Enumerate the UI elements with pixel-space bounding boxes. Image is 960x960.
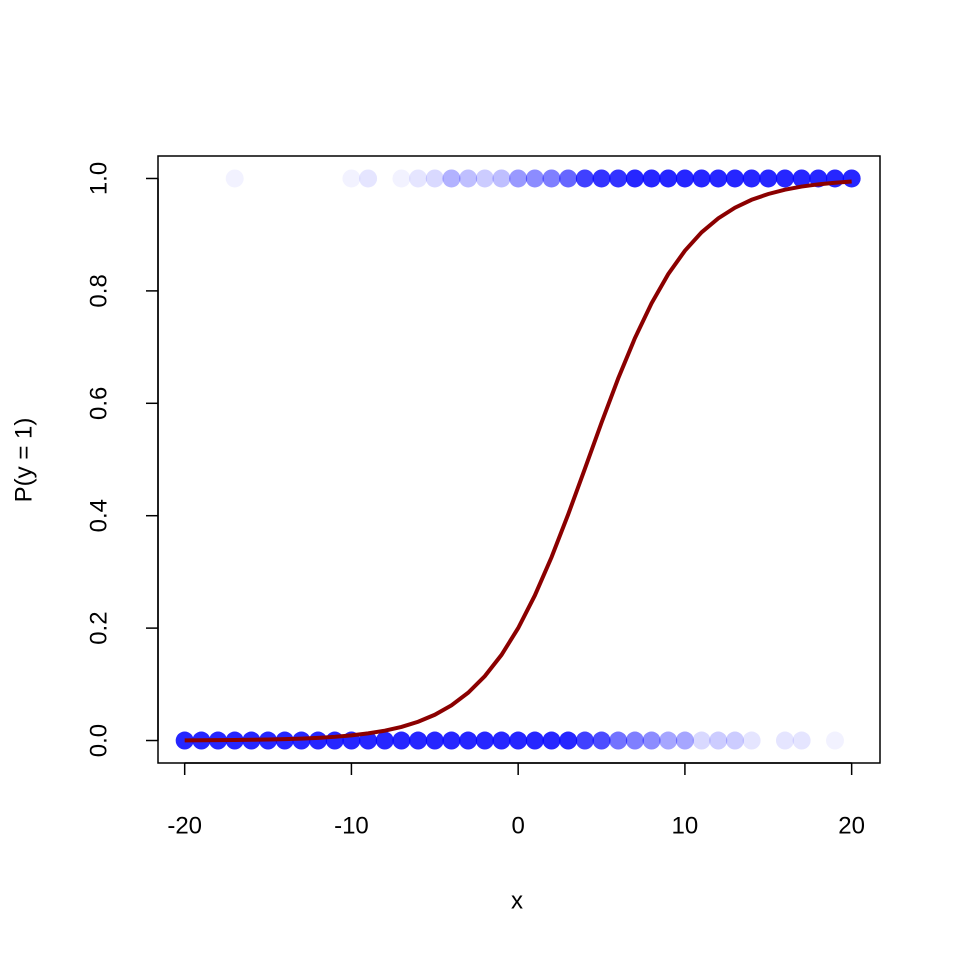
y-tick-label: 0.0 xyxy=(85,724,112,757)
point xyxy=(375,731,394,750)
point xyxy=(392,169,411,188)
point xyxy=(542,169,561,188)
point xyxy=(442,731,461,750)
point xyxy=(409,731,428,750)
point xyxy=(575,731,594,750)
point xyxy=(475,169,494,188)
point xyxy=(559,169,578,188)
point xyxy=(709,731,728,750)
x-axis-label: x xyxy=(511,887,523,914)
point xyxy=(425,731,444,750)
x-tick-label: 10 xyxy=(672,812,699,839)
plot-frame xyxy=(157,155,881,764)
point xyxy=(642,731,661,750)
y-tick-label: 1.0 xyxy=(85,162,112,195)
x-tick-label: 20 xyxy=(838,812,865,839)
point xyxy=(742,731,761,750)
point xyxy=(559,731,578,750)
point xyxy=(425,169,444,188)
point xyxy=(392,731,411,750)
point xyxy=(675,731,694,750)
point xyxy=(642,169,661,188)
point xyxy=(309,731,328,750)
point xyxy=(659,169,678,188)
point xyxy=(359,169,378,188)
point xyxy=(709,169,728,188)
point xyxy=(442,169,461,188)
point xyxy=(592,169,611,188)
point xyxy=(342,169,361,188)
y-tick-label: 0.4 xyxy=(85,499,112,532)
point xyxy=(675,169,694,188)
y-axis-label: P(y = 1) xyxy=(10,418,37,503)
x-tick-label: -10 xyxy=(334,812,369,839)
point xyxy=(775,169,794,188)
point xyxy=(492,169,511,188)
point xyxy=(459,169,478,188)
y-tick-label: 0.2 xyxy=(85,611,112,644)
point xyxy=(625,731,644,750)
point xyxy=(692,731,711,750)
point xyxy=(525,731,544,750)
x-tick-label: 0 xyxy=(511,812,524,839)
point xyxy=(409,169,428,188)
point xyxy=(659,731,678,750)
y-tick-label: 0.8 xyxy=(85,274,112,307)
point xyxy=(692,169,711,188)
point xyxy=(625,169,644,188)
point xyxy=(542,731,561,750)
point xyxy=(592,731,611,750)
point xyxy=(825,731,844,750)
point xyxy=(742,169,761,188)
y-tick-label: 0.6 xyxy=(85,387,112,420)
fit-line xyxy=(184,179,852,743)
point xyxy=(509,169,528,188)
point xyxy=(842,169,861,188)
point xyxy=(492,731,511,750)
point xyxy=(792,731,811,750)
point xyxy=(609,169,628,188)
point xyxy=(175,731,194,750)
point xyxy=(792,169,811,188)
point xyxy=(775,731,794,750)
point xyxy=(225,169,244,188)
point xyxy=(725,169,744,188)
point xyxy=(359,731,378,750)
point xyxy=(525,169,544,188)
point xyxy=(509,731,528,750)
point xyxy=(325,731,344,750)
point xyxy=(475,731,494,750)
point xyxy=(759,169,778,188)
point xyxy=(459,731,478,750)
point xyxy=(575,169,594,188)
point xyxy=(609,731,628,750)
x-tick-label: -20 xyxy=(167,812,202,839)
point xyxy=(725,731,744,750)
